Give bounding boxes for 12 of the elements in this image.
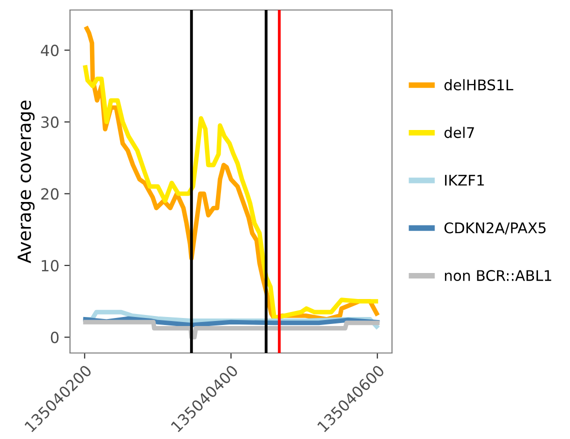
legend-label: non BCR::ABL1: [444, 270, 552, 282]
legend-label: del7: [444, 126, 474, 138]
y-tick-label: 10: [42, 260, 59, 272]
y-tick-label: 40: [40, 44, 59, 56]
legend-label: CDKN2A/PAX5: [444, 222, 546, 235]
y-axis-title: Average coverage: [18, 100, 35, 264]
line-series: [83, 320, 380, 340]
y-tick-label: 20: [41, 188, 59, 200]
legend-label: delHBS1L: [444, 79, 514, 90]
legend-label: IKZF1: [445, 174, 484, 186]
y-tick-label: 0: [50, 332, 59, 344]
y-tick-label: 30: [41, 116, 59, 128]
